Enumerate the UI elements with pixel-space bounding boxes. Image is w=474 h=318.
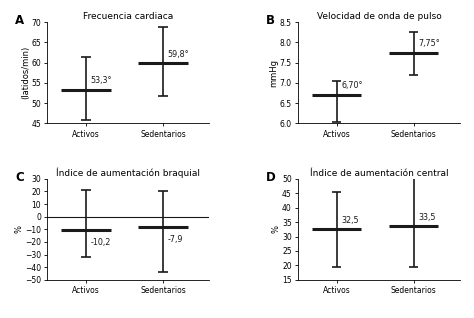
Text: 32,5: 32,5 <box>341 216 359 225</box>
Text: 7,75°: 7,75° <box>418 39 440 48</box>
Text: -7,9: -7,9 <box>167 235 183 244</box>
Y-axis label: (latidos/min): (latidos/min) <box>21 46 30 100</box>
Text: 59,8°: 59,8° <box>167 50 189 59</box>
Text: 53,3°: 53,3° <box>91 76 112 85</box>
Text: A: A <box>15 14 24 27</box>
Text: 6,70°: 6,70° <box>341 81 363 90</box>
Text: D: D <box>266 171 275 184</box>
Title: Índice de aumentación central: Índice de aumentación central <box>310 169 448 178</box>
Text: B: B <box>266 14 275 27</box>
Title: Velocidad de onda de pulso: Velocidad de onda de pulso <box>317 12 441 22</box>
Y-axis label: %: % <box>15 225 24 233</box>
Title: Frecuencia cardiaca: Frecuencia cardiaca <box>83 12 173 22</box>
Text: 33,5: 33,5 <box>418 213 436 222</box>
Text: -10,2: -10,2 <box>91 238 111 247</box>
Title: Índice de aumentación braquial: Índice de aumentación braquial <box>56 168 200 178</box>
Y-axis label: %: % <box>272 225 281 233</box>
Text: C: C <box>15 171 24 184</box>
Y-axis label: mmHg: mmHg <box>269 59 278 87</box>
